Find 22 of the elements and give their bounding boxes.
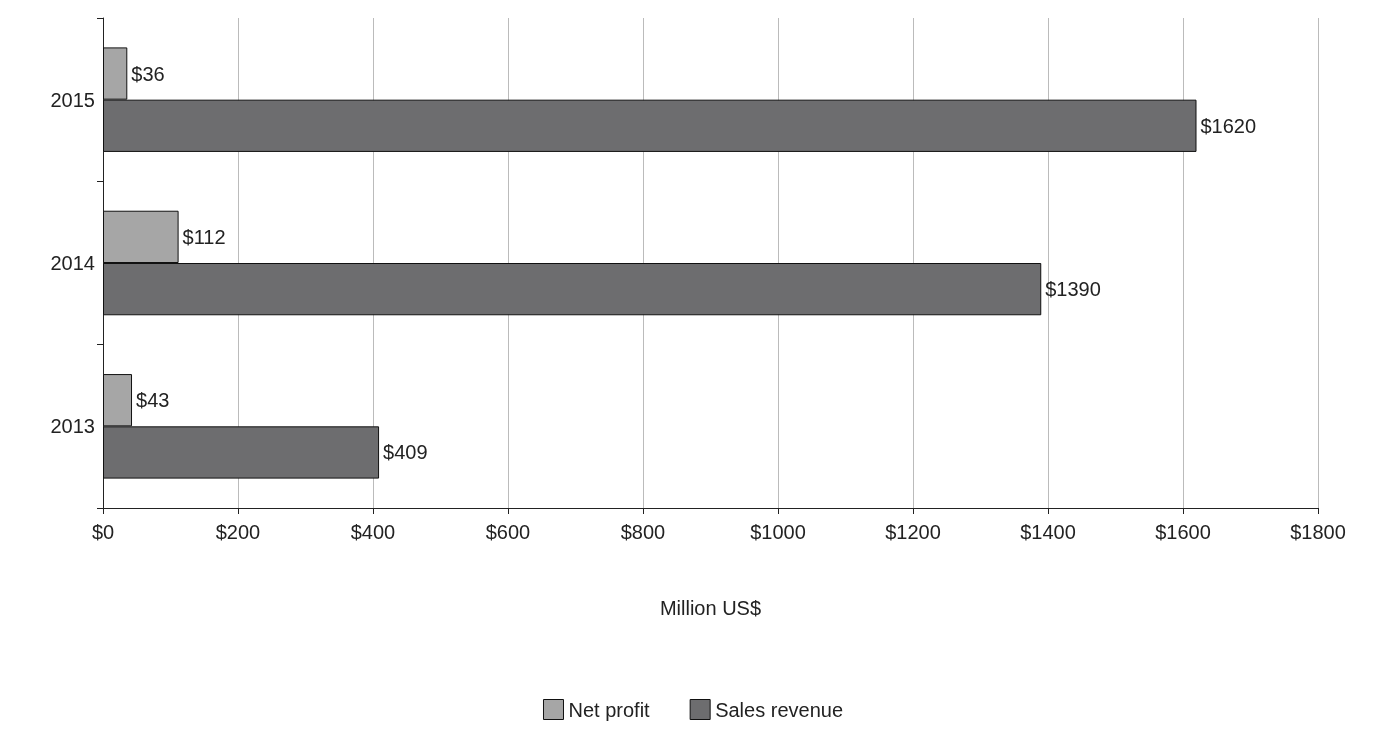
y-tick-label: 2013 (50, 415, 95, 438)
data-label: $36 (131, 62, 165, 85)
data-label: $1390 (1045, 278, 1101, 301)
x-tick-label: $1000 (750, 521, 806, 543)
x-tick-label: $600 (485, 521, 531, 543)
data-label: $112 (182, 225, 226, 248)
x-tick-label: $0 (91, 521, 115, 543)
x-axis-title: Million US$ (659, 597, 762, 619)
x-tick-label: $1200 (885, 521, 941, 543)
y-tick-label: 2014 (50, 252, 95, 274)
legend-label: Sales revenue (715, 698, 844, 721)
x-tick-label: $400 (350, 521, 396, 543)
x-tick-label: $1600 (1155, 521, 1211, 543)
y-tick-label: 2015 (50, 88, 95, 111)
x-tick-label: $1400 (1020, 521, 1076, 543)
legend-label: Net profit (568, 698, 651, 721)
data-label: $409 (383, 441, 428, 464)
x-tick-label: $800 (620, 521, 666, 543)
data-label: $1620 (1200, 114, 1257, 137)
x-tick-label: $200 (215, 521, 261, 543)
data-label: $43 (136, 389, 170, 412)
x-tick-label: $1800 (1290, 521, 1346, 543)
